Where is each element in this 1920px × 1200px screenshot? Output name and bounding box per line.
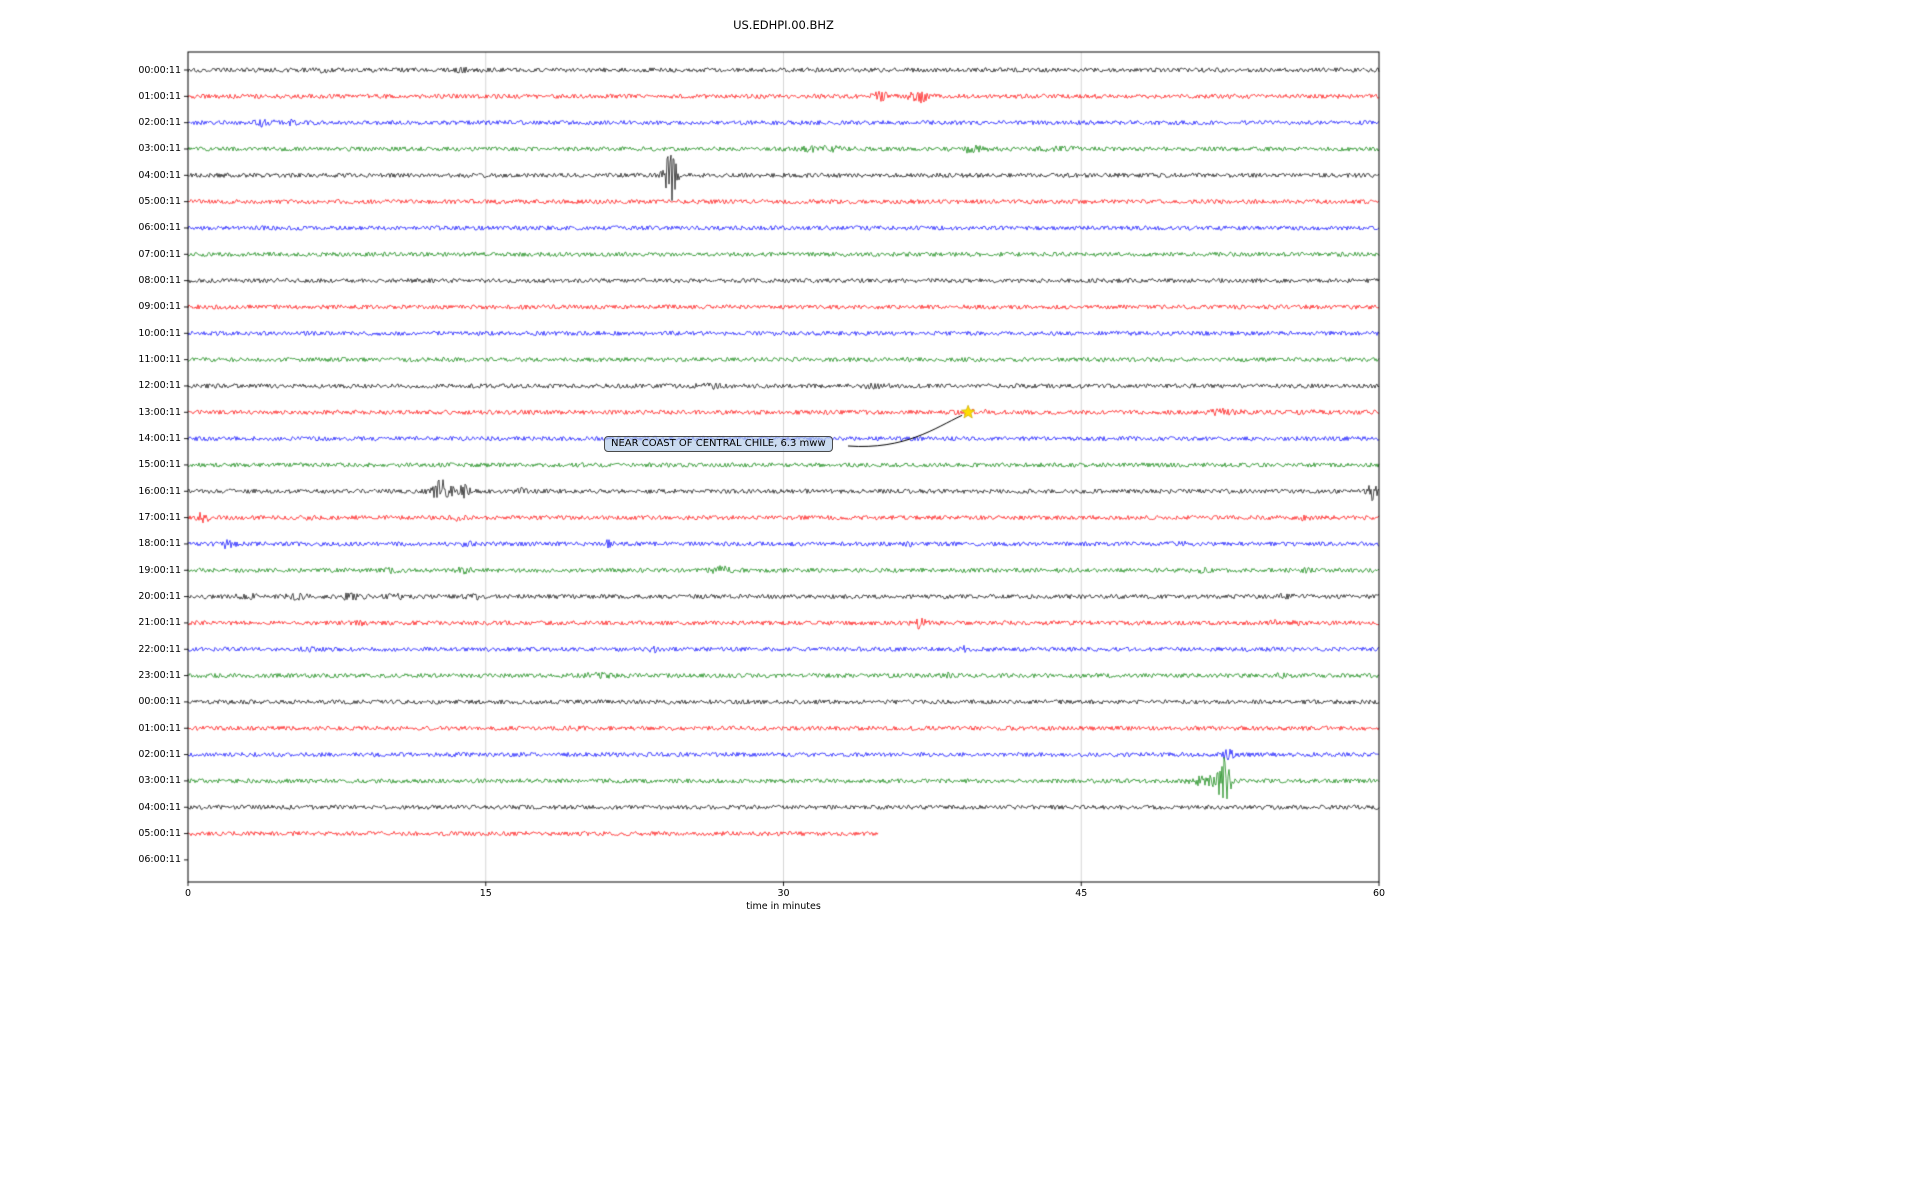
- x-tick-label: 60: [1372, 888, 1386, 899]
- row-label: 20:00:11: [138, 591, 181, 603]
- row-label: 10:00:11: [138, 327, 181, 339]
- row-label: 03:00:11: [138, 775, 181, 787]
- row-label: 22:00:11: [138, 643, 181, 655]
- x-tick-label: 0: [184, 888, 192, 899]
- row-label: 14:00:11: [138, 433, 181, 445]
- x-axis-label: time in minutes: [746, 901, 821, 912]
- row-label: 06:00:11: [138, 854, 181, 866]
- row-label: 19:00:11: [138, 564, 181, 576]
- x-tick-label: 15: [479, 888, 492, 899]
- event-annotation-label: NEAR COAST OF CENTRAL CHILE, 6.3 mww: [604, 436, 833, 452]
- row-label: 02:00:11: [138, 749, 181, 761]
- row-label: 00:00:11: [138, 64, 181, 76]
- row-label: 00:00:11: [138, 696, 181, 708]
- row-label: 02:00:11: [138, 117, 181, 129]
- row-label: 05:00:11: [138, 196, 181, 208]
- row-label: 21:00:11: [138, 617, 181, 629]
- x-tick-label: 30: [777, 888, 790, 899]
- row-label: 04:00:11: [138, 801, 181, 813]
- row-label: 06:00:11: [138, 222, 181, 234]
- row-label: 16:00:11: [138, 485, 181, 497]
- row-label: 01:00:11: [138, 90, 181, 102]
- row-label: 23:00:11: [138, 670, 181, 682]
- row-label: 15:00:11: [138, 459, 181, 471]
- row-label: 12:00:11: [138, 380, 181, 392]
- row-label: 18:00:11: [138, 538, 181, 550]
- plot-title: US.EDHPI.00.BHZ: [733, 18, 834, 32]
- row-label: 04:00:11: [138, 169, 181, 181]
- row-label: 09:00:11: [138, 301, 181, 313]
- row-label: 13:00:11: [138, 406, 181, 418]
- x-tick-label: 45: [1075, 888, 1088, 899]
- row-label: 05:00:11: [138, 828, 181, 840]
- row-label: 08:00:11: [138, 275, 181, 287]
- row-label: 01:00:11: [138, 722, 181, 734]
- row-label: 17:00:11: [138, 512, 181, 524]
- row-label: 07:00:11: [138, 248, 181, 260]
- row-label: 11:00:11: [138, 354, 181, 366]
- row-label: 03:00:11: [138, 143, 181, 155]
